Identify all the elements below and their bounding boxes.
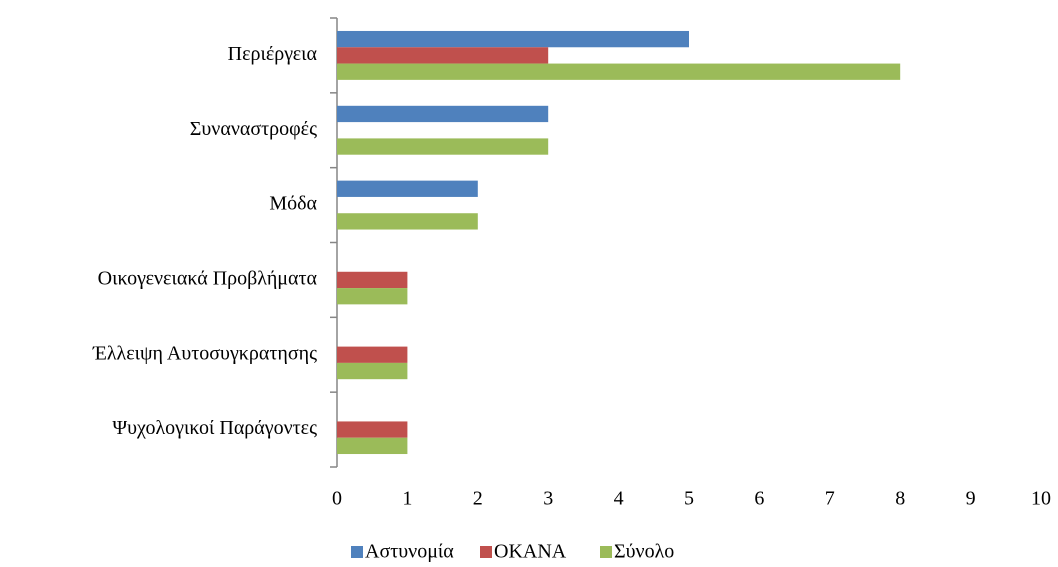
legend-swatch	[600, 546, 612, 558]
x-tick-label: 0	[332, 488, 342, 510]
x-tick-label: 9	[966, 488, 976, 510]
x-tick-label: 2	[473, 488, 483, 510]
bar	[337, 63, 901, 80]
legend-label: Αστυνομία	[365, 541, 454, 563]
legend-label: ΟΚΑΝΑ	[494, 541, 567, 563]
x-tick-label: 6	[754, 488, 764, 510]
x-tick-label: 8	[895, 488, 905, 510]
bar	[337, 271, 408, 289]
x-tick-label: 5	[684, 488, 694, 510]
bar	[337, 180, 478, 197]
bar	[337, 213, 478, 230]
x-tick-label: 7	[825, 488, 835, 510]
bar	[337, 421, 408, 438]
y-tick-label: Συναναστροφές	[190, 118, 317, 140]
bar	[337, 105, 549, 123]
y-tick-label: Ψυχολογικοί Παράγοντες	[112, 417, 317, 439]
x-tick-label: 4	[614, 488, 624, 510]
y-tick-label: Μόδα	[269, 193, 317, 215]
x-tick-label: 1	[402, 488, 412, 510]
y-tick-label: Έλλειψη Αυτοσυγκρατησης	[92, 342, 317, 364]
x-tick-label: 3	[543, 488, 553, 510]
bar	[337, 362, 408, 380]
legend-label: Σύνολο	[614, 541, 674, 563]
y-tick-label: Οικογενειακά Προβλήματα	[98, 268, 318, 290]
legend-swatch	[351, 546, 363, 558]
x-tick-label: 10	[1031, 488, 1051, 510]
bar	[337, 346, 408, 363]
bar	[337, 437, 408, 455]
bar	[337, 30, 689, 48]
legend-swatch	[480, 546, 492, 558]
bar	[337, 288, 408, 305]
y-tick-label: Περιέργεια	[228, 43, 318, 65]
bar	[337, 47, 549, 64]
bar	[337, 138, 549, 155]
